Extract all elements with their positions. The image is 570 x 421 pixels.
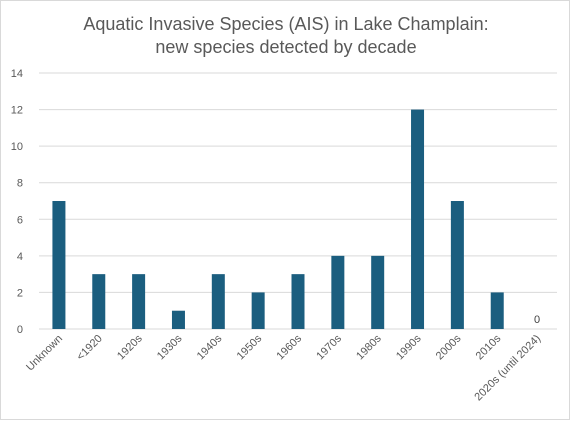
bar — [450, 201, 464, 329]
x-tick-label: 1970s — [314, 332, 344, 362]
bar — [52, 201, 66, 329]
data-label: 0 — [534, 314, 540, 326]
x-tick-label: 1950s — [235, 332, 265, 362]
y-tick-label: 0 — [17, 324, 23, 336]
x-tick-label: 1990s — [394, 332, 424, 362]
bar — [132, 274, 146, 329]
y-tick-label: 12 — [11, 105, 23, 117]
y-tick-label: 4 — [17, 251, 23, 263]
bar — [411, 109, 425, 329]
x-tick-label: 2010s — [474, 332, 504, 362]
bar — [291, 274, 305, 329]
bar — [371, 255, 385, 329]
bar-series — [52, 109, 504, 329]
chart-title: Aquatic Invasive Species (AIS) in Lake C… — [83, 14, 488, 34]
y-tick-label: 6 — [17, 214, 23, 226]
x-tick-label: 1930s — [155, 332, 185, 362]
y-tick-label: 10 — [11, 141, 23, 153]
bar — [171, 310, 185, 329]
bar — [92, 274, 106, 329]
x-tick-label: <1920 — [75, 333, 105, 363]
data-labels: 0 — [534, 314, 540, 326]
y-axis-ticks: 0 2 4 6 8 10 12 14 — [11, 68, 23, 336]
x-tick-label: 1960s — [274, 332, 304, 362]
gridlines — [39, 72, 557, 330]
bar — [211, 274, 225, 329]
x-tick-label: 1920s — [115, 332, 145, 362]
x-tick-label: 1980s — [354, 332, 384, 362]
y-tick-label: 8 — [17, 178, 23, 190]
y-tick-label: 2 — [17, 287, 23, 299]
y-tick-label: 14 — [11, 68, 23, 80]
bar — [331, 255, 345, 329]
chart-subtitle: new species detected by decade — [155, 37, 416, 57]
x-tick-label: 2000s — [434, 332, 464, 362]
x-axis-ticks: Unknown <1920 1920s 1930s 1940s 1950s 1960s 197… — [24, 332, 543, 403]
x-tick-label: 1940s — [195, 332, 225, 362]
bar — [490, 292, 504, 329]
x-tick-label: Unknown — [24, 333, 65, 374]
bar — [251, 292, 265, 329]
